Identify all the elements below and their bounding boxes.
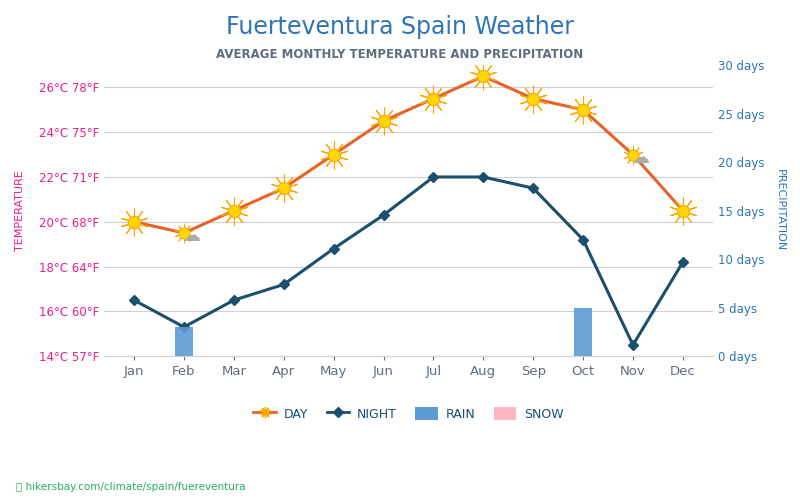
Legend: DAY, NIGHT, RAIN, SNOW: DAY, NIGHT, RAIN, SNOW <box>249 402 569 425</box>
Y-axis label: PRECIPITATION: PRECIPITATION <box>775 170 785 252</box>
Text: Fuerteventura Spain Weather: Fuerteventura Spain Weather <box>226 15 574 39</box>
Bar <box>175 327 193 356</box>
Text: AVERAGE MONTHLY TEMPERATURE AND PRECIPITATION: AVERAGE MONTHLY TEMPERATURE AND PRECIPIT… <box>216 48 584 60</box>
Bar <box>574 308 592 356</box>
Y-axis label: TEMPERATURE: TEMPERATURE <box>15 170 25 251</box>
Text: 📍 hikersbay.com/climate/spain/fuereventura: 📍 hikersbay.com/climate/spain/fuereventu… <box>16 482 246 492</box>
Text: ☁: ☁ <box>631 149 650 167</box>
Text: ☁: ☁ <box>182 228 201 246</box>
